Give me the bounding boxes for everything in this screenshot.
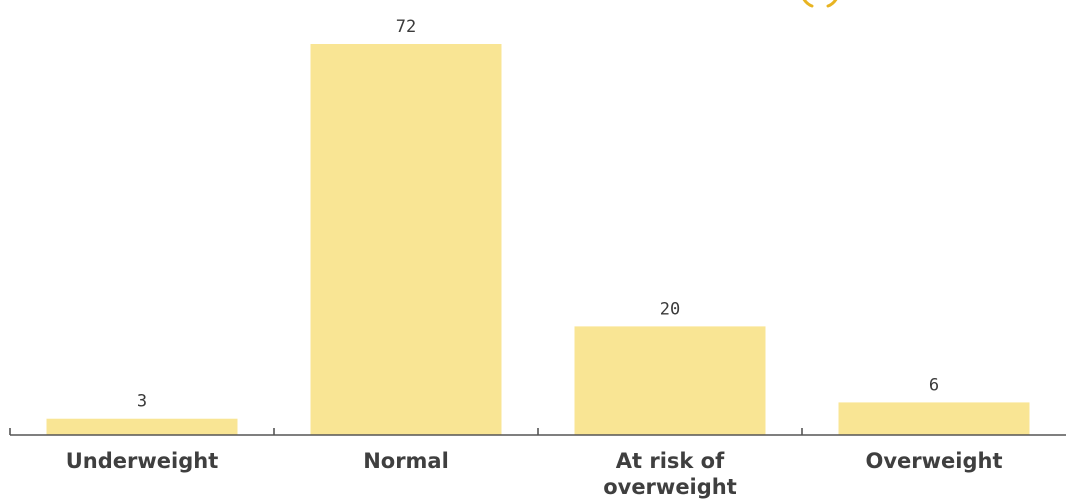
bar-underweight <box>46 418 238 435</box>
bar-normal <box>310 44 502 435</box>
category-label-underweight: Underweight <box>66 449 219 473</box>
category-label-overweight: Overweight <box>865 449 1002 473</box>
category-label-normal: Normal <box>363 449 449 473</box>
x-axis <box>9 428 1066 436</box>
value-label-underweight: 3 <box>137 392 147 412</box>
labels-layer: 3 Underweight 72 Normal 20 At risk of overweig… <box>66 17 1003 499</box>
decor-accent-icon <box>802 0 838 8</box>
bars-layer <box>46 44 1030 435</box>
value-label-at-risk-of-overweight: 20 <box>660 299 680 319</box>
bar-overweight <box>838 402 1030 435</box>
category-label-at-risk-of-overweight: At risk of overweight <box>603 449 737 499</box>
value-label-overweight: 6 <box>929 375 939 395</box>
bar-at-risk-of-overweight <box>574 326 766 435</box>
value-label-normal: 72 <box>396 17 416 37</box>
decor-layer <box>802 0 838 8</box>
